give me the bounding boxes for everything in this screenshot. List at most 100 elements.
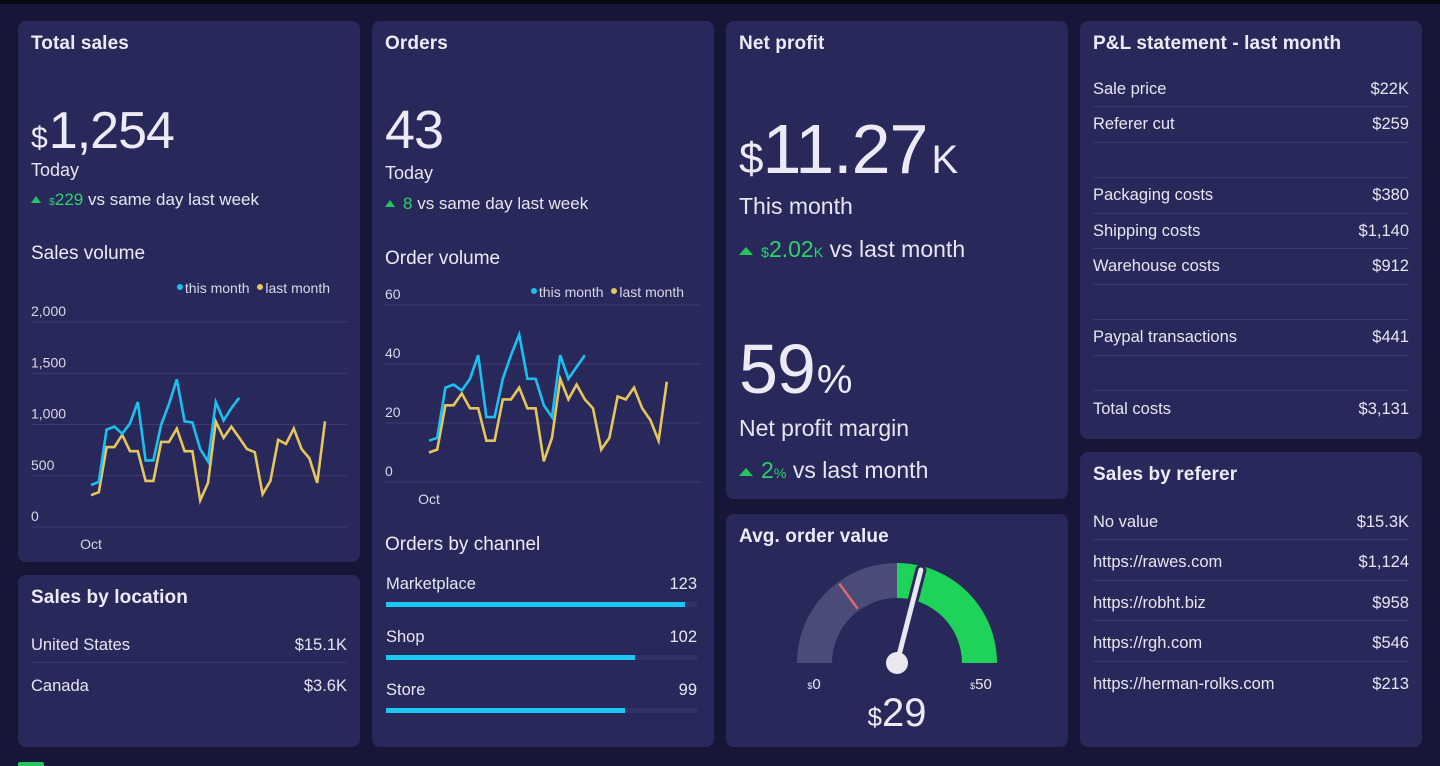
row-value: $3.6K — [303, 677, 347, 695]
sales-by-location-title: Sales by location — [31, 587, 188, 608]
row-value: $912 — [1372, 257, 1409, 275]
net-profit-value: $11.27 K — [739, 110, 958, 188]
table-row — [1093, 143, 1409, 178]
orders-card: Orders 43 Today 8 vs same day last week … — [372, 21, 714, 747]
total-sales-period: Today — [31, 160, 80, 180]
table-row — [1093, 285, 1409, 320]
row-value: $3,131 — [1358, 399, 1409, 418]
channel-label: Store — [386, 681, 426, 699]
net-profit-margin-value: 59% — [739, 330, 852, 408]
row-label: https://robht.biz — [1093, 593, 1206, 612]
gauge-max-label: $50 — [970, 676, 992, 693]
table-row: Sale price $22K — [1093, 72, 1409, 107]
net-profit-period: This month — [739, 193, 853, 219]
sales-by-referer-card: Sales by referer No value $15.3K https://r… — [1080, 452, 1422, 747]
y-tick-label: 2,000 — [31, 303, 66, 319]
row-label: Total costs — [1093, 399, 1171, 418]
table-row: https://herman-rolks.com $213 — [1093, 667, 1409, 702]
y-tick-label: 0 — [385, 463, 393, 479]
legend-dot-this-month — [530, 288, 537, 294]
row-value: $259 — [1372, 115, 1409, 133]
row-value: $1,124 — [1358, 553, 1409, 571]
table-row: https://robht.biz $958 — [1093, 586, 1409, 621]
total-sales-title: Total sales — [31, 33, 129, 54]
row-value: $958 — [1372, 593, 1409, 612]
row-value: $546 — [1372, 634, 1409, 652]
series-line-last-month — [428, 373, 669, 462]
channel-label: Marketplace — [386, 575, 476, 593]
sales-volume-chart: 0 500 1,000 1,500 2,000 Oct — [31, 303, 347, 551]
net-profit-card: Net profit $11.27 K This month $2.02K vs … — [726, 21, 1068, 499]
gauge-min-label: $0 — [807, 676, 820, 693]
net-profit-margin-label: Net profit margin — [739, 415, 910, 441]
row-label: Paypal transactions — [1093, 328, 1237, 346]
row-label: United States — [31, 635, 131, 654]
table-row: Referer cut $259 — [1093, 108, 1409, 143]
orders-period: Today — [385, 163, 434, 183]
orders-delta: 8 vs same day last week — [385, 194, 588, 214]
row-label: Sale price — [1093, 79, 1167, 98]
sales-by-location-card: Sales by location United States $15.1K Can… — [18, 575, 360, 747]
status-chip — [18, 762, 44, 766]
order-volume-chart: 0 20 40 60 Oct — [385, 286, 701, 507]
legend-dot-last-month — [257, 284, 264, 290]
y-tick-label: 500 — [31, 457, 55, 473]
legend-dot-last-month — [611, 288, 618, 294]
y-tick-label: 60 — [385, 286, 401, 302]
row-label: https://herman-rolks.com — [1093, 675, 1275, 693]
net-profit-title: Net profit — [739, 33, 825, 54]
table-row: https://rawes.com $1,124 — [1093, 546, 1409, 581]
row-value: $380 — [1372, 186, 1409, 204]
row-value: $15.1K — [294, 635, 347, 654]
table-row: Packaging costs $380 — [1093, 179, 1409, 214]
total-sales-value: $1,254 — [31, 102, 175, 160]
avg-order-value-title: Avg. order value — [739, 526, 889, 547]
table-row: No value $15.3K — [1093, 505, 1409, 540]
row-label: Canada — [31, 677, 89, 695]
sales-by-referer-title: Sales by referer — [1093, 464, 1238, 485]
row-label: Referer cut — [1093, 115, 1175, 133]
y-tick-label: 40 — [385, 345, 401, 361]
table-row: United States $15.1K — [31, 628, 347, 663]
series-line-this-month — [90, 379, 241, 487]
row-value: $441 — [1372, 328, 1409, 346]
gauge-target-fill — [897, 563, 997, 663]
row-label: Warehouse costs — [1093, 257, 1220, 275]
net-profit-margin-delta: 2% vs last month — [739, 457, 928, 484]
total-sales-card: Total sales $1,254 Today $229 vs same da… — [18, 21, 360, 562]
gauge-marker — [838, 582, 859, 610]
gauge-needle — [894, 567, 924, 666]
order-volume-legend: this month last month — [530, 284, 684, 300]
channel-bar-fill — [386, 708, 626, 713]
orders-value: 43 — [385, 100, 444, 160]
row-label: Shipping costs — [1093, 221, 1201, 240]
up-arrow-icon — [739, 468, 753, 476]
row-label: https://rawes.com — [1093, 553, 1223, 571]
row-label: No value — [1093, 512, 1159, 531]
channel-bar-track — [386, 708, 697, 713]
channel-bar-track — [386, 655, 697, 660]
up-arrow-icon — [739, 247, 753, 255]
order-volume-title: Order volume — [385, 248, 501, 269]
table-row — [1093, 356, 1409, 391]
net-profit-delta: $2.02K vs last month — [739, 236, 965, 263]
gauge-track — [797, 563, 897, 663]
table-row: Canada $3.6K — [31, 669, 347, 704]
series-line-last-month — [90, 416, 327, 505]
row-value: $22K — [1370, 79, 1409, 98]
up-arrow-icon — [385, 200, 395, 207]
row-label: Packaging costs — [1093, 186, 1214, 204]
y-tick-label: 1,000 — [31, 406, 66, 422]
table-row: Shipping costs $1,140 — [1093, 214, 1409, 249]
pl-statement-title: P&L statement - last month — [1093, 33, 1342, 54]
pl-statement-card: P&L statement - last month Sale price $22… — [1080, 21, 1422, 439]
channel-bar-track — [386, 602, 697, 607]
gauge-value-label: $29 — [868, 691, 927, 735]
orders-by-channel-title: Orders by channel — [385, 534, 541, 555]
table-row: Warehouse costs $912 — [1093, 250, 1409, 285]
row-value: $1,140 — [1358, 221, 1409, 240]
orders-title: Orders — [385, 33, 448, 54]
channel-bar-row: Marketplace 123 — [386, 575, 697, 615]
channel-bar-row: Shop 102 — [386, 628, 697, 668]
table-row: Paypal transactions $441 — [1093, 321, 1409, 356]
